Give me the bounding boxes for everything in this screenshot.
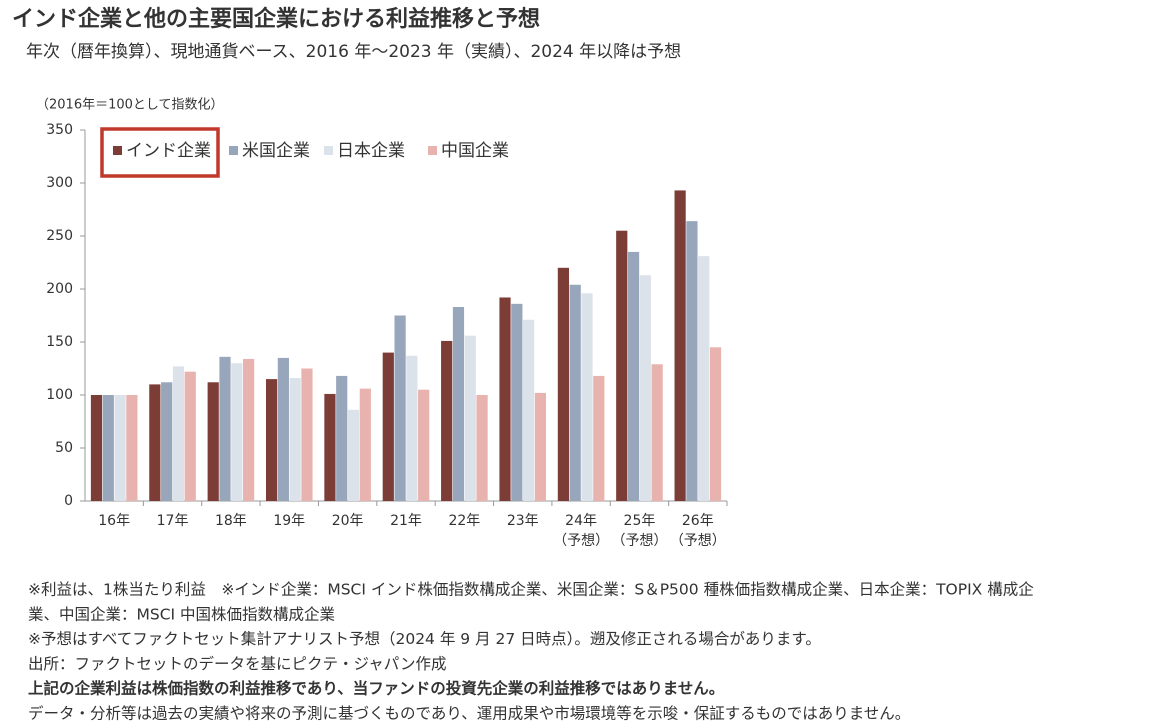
bar xyxy=(172,366,185,501)
x-tick-label: 20年 xyxy=(332,513,364,529)
note: 上記の企業利益は株価指数の利益推移であり、当ファンドの投資先企業の利益推移ではあ… xyxy=(28,679,724,698)
bar xyxy=(161,382,173,501)
bar xyxy=(593,375,605,501)
x-tick-label: 18年 xyxy=(215,513,247,529)
bar xyxy=(569,284,581,501)
bar xyxy=(406,355,418,501)
y-tick-label: 250 xyxy=(46,228,73,244)
bar xyxy=(265,379,278,501)
bar xyxy=(90,395,103,501)
y-tick-label: 100 xyxy=(46,387,73,403)
bar xyxy=(639,275,651,501)
legend-highlight xyxy=(100,127,220,178)
legend-swatch xyxy=(113,146,122,155)
y-tick-label: 200 xyxy=(46,281,73,297)
y-tick-label: 350 xyxy=(46,122,73,138)
bar xyxy=(184,371,196,501)
bar xyxy=(534,392,547,501)
note: 業、中国企業：MSCI 中国株価指数構成企業 xyxy=(28,605,335,623)
chart-title: インド企業と他の主要国企業における利益推移と予想 xyxy=(12,6,540,32)
bar xyxy=(581,293,593,501)
bar xyxy=(511,303,523,501)
bar xyxy=(231,363,243,501)
bar xyxy=(709,347,722,501)
x-tick-label: 23年 xyxy=(507,513,539,529)
legend-label: 米国企業 xyxy=(242,141,310,161)
legend-swatch xyxy=(324,146,333,155)
chart-subtitle: 年次（暦年換算）、現地通貨ベース、2016 年～2023 年（実績）、2024 … xyxy=(26,42,681,62)
bar xyxy=(207,382,219,501)
note: ※利益は、1株当たり利益 ※インド企業：MSCI インド株価指数構成企業、米国企… xyxy=(28,581,1034,599)
bar xyxy=(452,307,465,501)
x-tick-label: 19年 xyxy=(273,513,305,529)
legend-label: インド企業 xyxy=(126,141,211,161)
bar xyxy=(394,315,406,501)
note: 出所：ファクトセットのデータを基にピクテ・ジャパン作成 xyxy=(28,654,447,673)
bar xyxy=(616,230,628,501)
bar xyxy=(441,340,453,501)
legend-label: 日本企業 xyxy=(337,141,405,161)
bar xyxy=(347,409,360,501)
bar xyxy=(674,190,686,502)
bar xyxy=(359,388,371,501)
y-tick-label: 300 xyxy=(46,175,73,191)
bar xyxy=(464,335,476,501)
bar xyxy=(686,221,698,501)
bar xyxy=(476,395,488,501)
y-tick-label: 50 xyxy=(55,440,73,456)
bar xyxy=(499,297,511,501)
bar xyxy=(382,352,394,501)
bar xyxy=(301,368,313,501)
x-tick-label: （予想） xyxy=(611,533,667,549)
bar xyxy=(324,393,336,501)
bar xyxy=(219,356,231,501)
x-tick-label: 17年 xyxy=(157,513,189,529)
bar xyxy=(114,395,126,501)
bar xyxy=(418,389,430,501)
x-tick-label: 16年 xyxy=(98,513,130,529)
x-tick-label: 24年 xyxy=(565,513,597,529)
bar xyxy=(651,364,663,501)
bar xyxy=(149,384,161,501)
y-tick-label: 150 xyxy=(46,334,73,350)
x-tick-label: 26年 xyxy=(682,513,714,529)
bar xyxy=(289,378,301,501)
x-tick-label: （予想） xyxy=(553,533,609,549)
y-tick-label: 0 xyxy=(64,493,73,509)
bar xyxy=(102,395,114,501)
note: ※予想はすべてファクトセット集計アナリスト予想（2024 年 9 月 27 日時… xyxy=(28,630,821,648)
bar xyxy=(243,358,255,501)
x-tick-label: 22年 xyxy=(448,513,480,529)
bar xyxy=(336,375,348,501)
y-axis-label: （2016年＝100として指数化） xyxy=(36,98,224,113)
x-tick-label: 21年 xyxy=(390,513,422,529)
legend-swatch xyxy=(428,146,437,155)
bar xyxy=(698,256,710,501)
x-tick-label: （予想） xyxy=(670,533,726,549)
x-tick-label: 25年 xyxy=(624,513,656,529)
bar xyxy=(126,395,138,501)
legend-swatch xyxy=(229,146,238,155)
bar xyxy=(557,267,569,501)
bar xyxy=(627,251,640,501)
bar xyxy=(523,319,535,501)
legend-label: 中国企業 xyxy=(441,141,509,161)
bar xyxy=(277,357,289,501)
note: データ・分析等は過去の実績や将来の予測に基づくものであり、運用成果や市場環境等を… xyxy=(28,704,910,723)
